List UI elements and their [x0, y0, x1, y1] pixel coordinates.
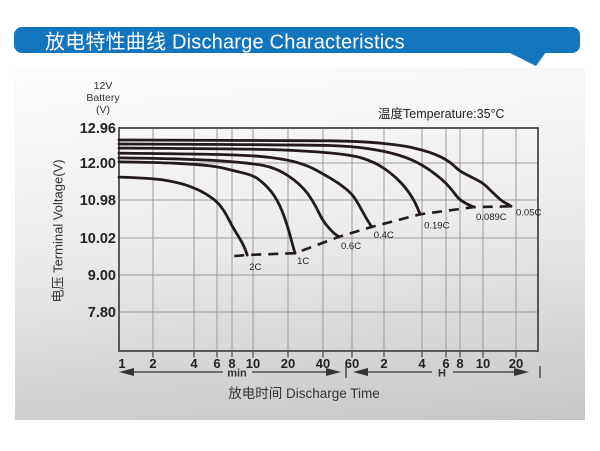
x-tick-label: 60 — [345, 356, 359, 371]
curve-0.05C — [117, 138, 513, 208]
battery-label-line1: 12V — [93, 80, 113, 92]
y-tick-label: 7.80 — [88, 305, 116, 321]
x-tick-marks — [152, 351, 517, 358]
x-tick-label: 10 — [476, 356, 490, 371]
curve-label-0.6C: 0.6C — [341, 241, 361, 252]
y-tick-label: 10.02 — [80, 231, 116, 247]
x-tick-label: 6 — [442, 356, 449, 371]
curve-label-0.089C: 0.089C — [476, 212, 507, 223]
temperature-annotation: 温度Temperature:35°C — [378, 107, 505, 121]
plot-border — [118, 127, 539, 352]
gridlines — [120, 129, 537, 350]
curve-0.19C — [117, 146, 422, 216]
banner-tail-decoration — [508, 52, 546, 66]
curve-1C — [117, 160, 297, 255]
chart-card — [15, 68, 585, 420]
x-unit-label: H — [438, 368, 446, 380]
x-tick-label: 6 — [213, 356, 220, 371]
curve-0.089C — [117, 142, 476, 209]
x-unit-arrows: min H — [119, 366, 541, 380]
battery-label-line2: Battery — [86, 92, 120, 104]
y-tick-label: 12.96 — [80, 121, 116, 137]
x-tick-labels: 1 2 4 6 8 10 20 40 60 2 4 6 8 10 20 — [118, 356, 523, 371]
x-tick-label: 2 — [149, 356, 156, 371]
curve-label-2C: 2C — [249, 262, 261, 273]
y-tick-label: 10.98 — [80, 193, 116, 209]
arrowhead-right — [514, 368, 529, 376]
x-tick-label: 4 — [418, 356, 426, 371]
curve-label-0.4C: 0.4C — [374, 230, 394, 241]
discharge-curves — [117, 138, 513, 257]
x-tick-label: 8 — [228, 356, 235, 371]
header-banner: 放电特性曲线 Discharge Characteristics — [14, 27, 580, 66]
x-axis-title: 放电时间 Discharge Time — [228, 386, 380, 401]
x-tick-label: 40 — [316, 356, 330, 371]
curve-label-0.19C: 0.19C — [424, 220, 449, 231]
curve-2C — [117, 175, 249, 257]
cutoff-line — [234, 205, 512, 258]
page-title: 放电特性曲线 Discharge Characteristics — [45, 31, 405, 54]
arrowhead-left — [353, 368, 368, 376]
y-tick-label: 9.00 — [88, 268, 116, 284]
curve-labels: 2C 1C 0.6C 0.4C 0.19C 0.089C 0.05C — [249, 207, 541, 273]
x-unit-label: min — [227, 368, 247, 380]
x-tick-label: 20 — [509, 356, 523, 371]
x-tick-label: 10 — [246, 356, 260, 371]
y-tick-labels: 12.96 12.00 10.98 10.02 9.00 7.80 — [80, 121, 116, 321]
x-tick-label: 20 — [281, 356, 295, 371]
battery-label-line3: (V) — [96, 104, 110, 116]
x-tick-label: 4 — [190, 356, 198, 371]
x-tick-label: 1 — [118, 356, 125, 371]
arrowhead-left — [119, 368, 134, 376]
battery-voltage-unit-label: 12V Battery (V) — [72, 80, 134, 116]
y-axis-title: 电压 Terminal Voltage(V) — [50, 159, 66, 303]
curve-label-1C: 1C — [297, 256, 309, 267]
x-tick-label: 2 — [380, 356, 387, 371]
curve-label-0.05C: 0.05C — [516, 207, 541, 218]
curve-0.6C — [117, 156, 341, 239]
arrowhead-right — [326, 368, 341, 376]
curve-0.4C — [117, 151, 374, 229]
x-tick-label: 8 — [456, 356, 463, 371]
y-tick-label: 12.00 — [80, 156, 116, 172]
